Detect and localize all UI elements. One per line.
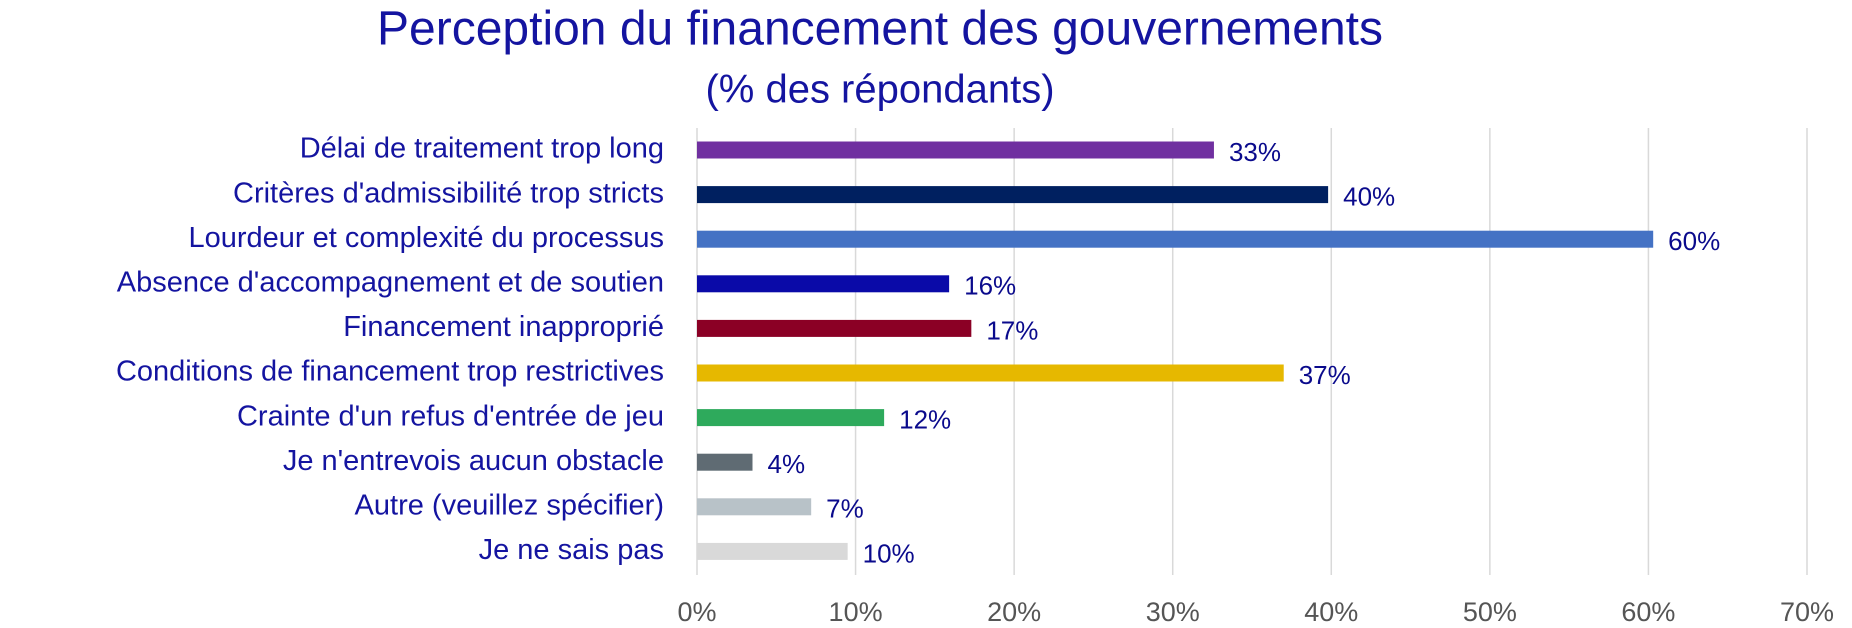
y-tick-label: Lourdeur et complexité du processus (188, 222, 664, 254)
x-tick-label: 60% (1621, 597, 1675, 627)
data-label: 37% (1299, 360, 1351, 390)
y-tick-label: Autre (veuillez spécifier) (355, 489, 664, 521)
bar (697, 275, 950, 293)
x-tick-label: 20% (987, 597, 1041, 627)
y-tick-label: Crainte d'un refus d'entrée de jeu (237, 400, 664, 432)
y-tick-label: Je ne sais pas (479, 534, 664, 566)
bar (697, 364, 1284, 382)
bar (697, 186, 1329, 204)
x-tick-label: 30% (1146, 597, 1200, 627)
bar (697, 141, 1214, 159)
x-tick-label: 0% (677, 597, 716, 627)
bar (697, 498, 812, 516)
x-tick-label: 10% (829, 597, 883, 627)
chart-subtitle: (% des répondants) (705, 68, 1054, 112)
data-label: 60% (1668, 226, 1720, 256)
bar (697, 453, 753, 471)
data-label: 16% (964, 271, 1016, 301)
data-label: 10% (863, 538, 915, 568)
data-label: 40% (1343, 181, 1395, 211)
bar (697, 230, 1654, 248)
data-label: 17% (986, 315, 1038, 345)
data-label: 12% (899, 404, 951, 434)
x-tick-label: 40% (1304, 597, 1358, 627)
x-tick-label: 70% (1780, 597, 1834, 627)
x-tick-label: 50% (1463, 597, 1517, 627)
data-label: 7% (826, 494, 864, 524)
data-label: 33% (1229, 137, 1281, 167)
y-tick-label: Conditions de financement trop restricti… (116, 356, 664, 388)
y-tick-label: Financement inapproprié (343, 311, 664, 343)
y-tick-label: Délai de traitement trop long (300, 133, 664, 165)
bar (697, 542, 848, 560)
y-tick-label: Je n'entrevois aucun obstacle (283, 445, 664, 477)
data-label: 4% (768, 449, 806, 479)
bar (697, 409, 885, 427)
y-tick-label: Critères d'admissibilité trop stricts (233, 177, 664, 209)
y-tick-label: Absence d'accompagnement et de soutien (117, 266, 664, 298)
bar (697, 319, 972, 337)
chart-title: Perception du financement des gouverneme… (377, 3, 1383, 56)
